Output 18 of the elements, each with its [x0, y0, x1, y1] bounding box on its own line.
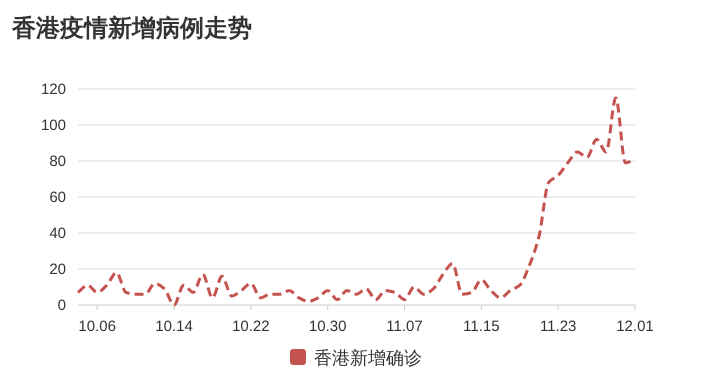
x-tick-label: 11.07 — [386, 318, 423, 335]
y-tick-label: 120 — [40, 81, 66, 98]
y-tick-label: 60 — [49, 189, 66, 206]
x-tick-label: 10.14 — [155, 318, 193, 335]
y-tick-label: 0 — [58, 297, 66, 314]
legend-label: 香港新增确诊 — [314, 348, 422, 368]
y-tick-label: 80 — [49, 153, 66, 170]
x-tick-label: 12.01 — [616, 318, 654, 335]
line-series — [76, 96, 636, 306]
x-tick-label: 10.30 — [308, 318, 346, 335]
x-tick-label: 11.23 — [540, 318, 576, 335]
y-tick-label: 40 — [49, 225, 66, 242]
y-tick-label: 20 — [49, 261, 66, 278]
chart-title: 香港疫情新增病例走势 — [11, 15, 252, 42]
x-tick-label: 10.22 — [232, 318, 270, 335]
x-tick-label: 11.15 — [463, 318, 500, 335]
y-tick-label: 100 — [40, 117, 66, 134]
x-tick-label: 10.06 — [78, 318, 116, 335]
